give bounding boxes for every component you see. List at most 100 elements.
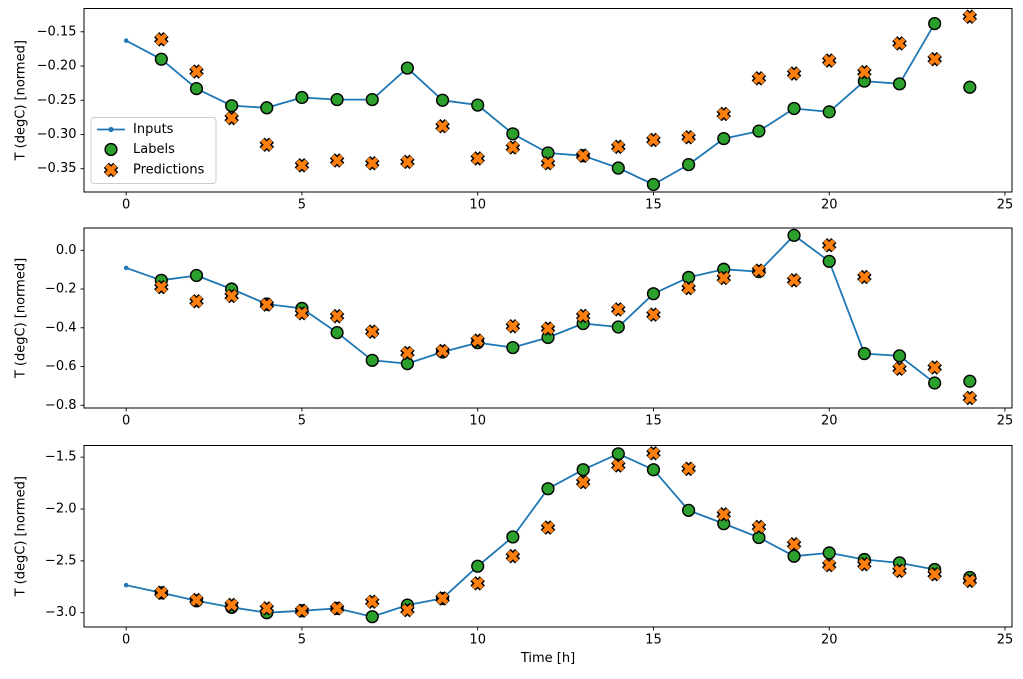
- x-axis-label: Time [h]: [520, 651, 575, 666]
- prediction-x-marker: [540, 155, 556, 171]
- x-marker-fill: [331, 602, 344, 615]
- prediction-x-marker: [892, 36, 907, 51]
- prediction-x-marker: [716, 270, 732, 286]
- x-marker-fill: [471, 577, 484, 590]
- axes-frame: [83, 8, 1013, 193]
- y-tick-label: −1.5: [45, 450, 77, 465]
- label-circle-marker: [506, 530, 520, 544]
- label-circle-marker: [225, 99, 239, 113]
- prediction-x-marker: [857, 556, 872, 572]
- label-circle-marker: [260, 101, 274, 115]
- x-tick-label: 15: [645, 197, 662, 212]
- x-marker-fill: [823, 559, 836, 572]
- y-axis-label: T (degC) [normed]: [14, 476, 29, 597]
- label-circle-marker: [400, 61, 414, 75]
- inputs-series: [123, 233, 937, 386]
- inputs-line: [126, 452, 935, 618]
- x-marker-fill: [647, 134, 660, 146]
- prediction-x-marker: [646, 307, 661, 322]
- prediction-x-marker: [294, 158, 310, 173]
- line-dot-icon: [108, 126, 114, 133]
- prediction-x-marker: [540, 520, 556, 535]
- y-tick-label: −0.20: [37, 59, 77, 74]
- inputs-dot-marker: [123, 38, 129, 43]
- x-marker-fill: [963, 391, 976, 404]
- label-circle-marker: [435, 93, 450, 107]
- prediction-x-marker: [681, 461, 696, 477]
- inputs-line: [125, 23, 936, 186]
- inputs-dot-marker: [123, 265, 129, 271]
- x-marker-fill: [752, 264, 765, 277]
- prediction-x-marker: [751, 263, 767, 278]
- label-circle-marker: [400, 357, 414, 371]
- prediction-x-marker: [400, 602, 415, 618]
- x-marker-fill: [331, 310, 344, 323]
- x-icon: [103, 162, 119, 178]
- axes-frame: [83, 445, 1013, 628]
- label-circle-marker: [787, 101, 801, 116]
- x-marker-fill: [682, 282, 695, 295]
- x-marker-fill: [963, 574, 976, 587]
- x-marker-fill: [295, 307, 308, 320]
- prediction-x-marker: [927, 51, 942, 67]
- prediction-x-marker: [259, 137, 275, 153]
- x-marker-fill: [788, 538, 801, 551]
- x-tick-label: 25: [997, 632, 1014, 647]
- prediction-x-marker: [611, 458, 626, 473]
- x-marker-fill: [542, 157, 554, 170]
- prediction-x-marker: [329, 601, 345, 616]
- label-circle-marker: [189, 82, 204, 96]
- inputs-line: [125, 234, 936, 384]
- prediction-x-marker: [575, 308, 591, 324]
- x-tick-label: 0: [122, 632, 130, 647]
- legend-item-inputs: Inputs: [97, 122, 174, 137]
- y-tick-label: −0.35: [37, 161, 77, 176]
- x-marker-fill: [295, 159, 308, 172]
- label-circle-marker: [611, 161, 625, 175]
- prediction-x-marker: [435, 118, 450, 134]
- label-circle-marker: [892, 77, 907, 91]
- x-tick-label: 0: [122, 413, 130, 428]
- prediction-x-marker: [400, 154, 415, 170]
- x-marker-fill: [717, 272, 730, 284]
- x-marker-fill: [928, 361, 941, 374]
- label-circle-marker: [752, 530, 766, 545]
- y-axis-label: T (degC) [normed]: [14, 258, 29, 379]
- prediction-x-marker: [224, 110, 239, 126]
- y-tick-label: −0.6: [45, 359, 77, 374]
- x-tick-label: 10: [469, 413, 486, 428]
- x-marker-fill: [788, 67, 801, 80]
- label-circle-marker: [787, 549, 801, 563]
- x-tick-label: 15: [645, 413, 662, 428]
- label-circle-marker: [506, 127, 520, 141]
- x-marker-fill: [366, 595, 379, 608]
- predictions-series: [154, 237, 978, 406]
- x-marker-fill: [893, 362, 906, 375]
- x-marker-fill: [436, 120, 449, 133]
- x-marker-fill: [963, 10, 976, 23]
- x-marker-fill: [331, 154, 344, 167]
- prediction-x-marker: [224, 288, 239, 304]
- prediction-x-marker: [470, 576, 485, 591]
- prediction-x-marker: [505, 140, 521, 155]
- x-marker-fill: [577, 476, 590, 489]
- label-circle-marker: [365, 92, 379, 107]
- label-circle-marker: [822, 105, 836, 119]
- x-tick-label: 5: [298, 197, 306, 212]
- label-circle-marker: [717, 131, 731, 146]
- prediction-x-marker: [611, 139, 626, 155]
- x-marker-fill: [225, 599, 238, 611]
- y-tick-label: −0.15: [37, 24, 77, 39]
- label-circle-marker: [646, 177, 661, 192]
- label-circle-marker: [857, 346, 871, 361]
- prediction-x-marker: [470, 333, 485, 348]
- y-tick-label: −0.8: [45, 398, 77, 413]
- prediction-x-marker: [294, 305, 310, 321]
- x-marker-fill: [471, 334, 484, 347]
- x-marker-fill: [612, 140, 625, 153]
- prediction-x-marker: [329, 308, 345, 324]
- x-marker-fill: [260, 602, 273, 615]
- prediction-x-marker: [294, 603, 310, 619]
- x-marker-fill: [682, 131, 695, 144]
